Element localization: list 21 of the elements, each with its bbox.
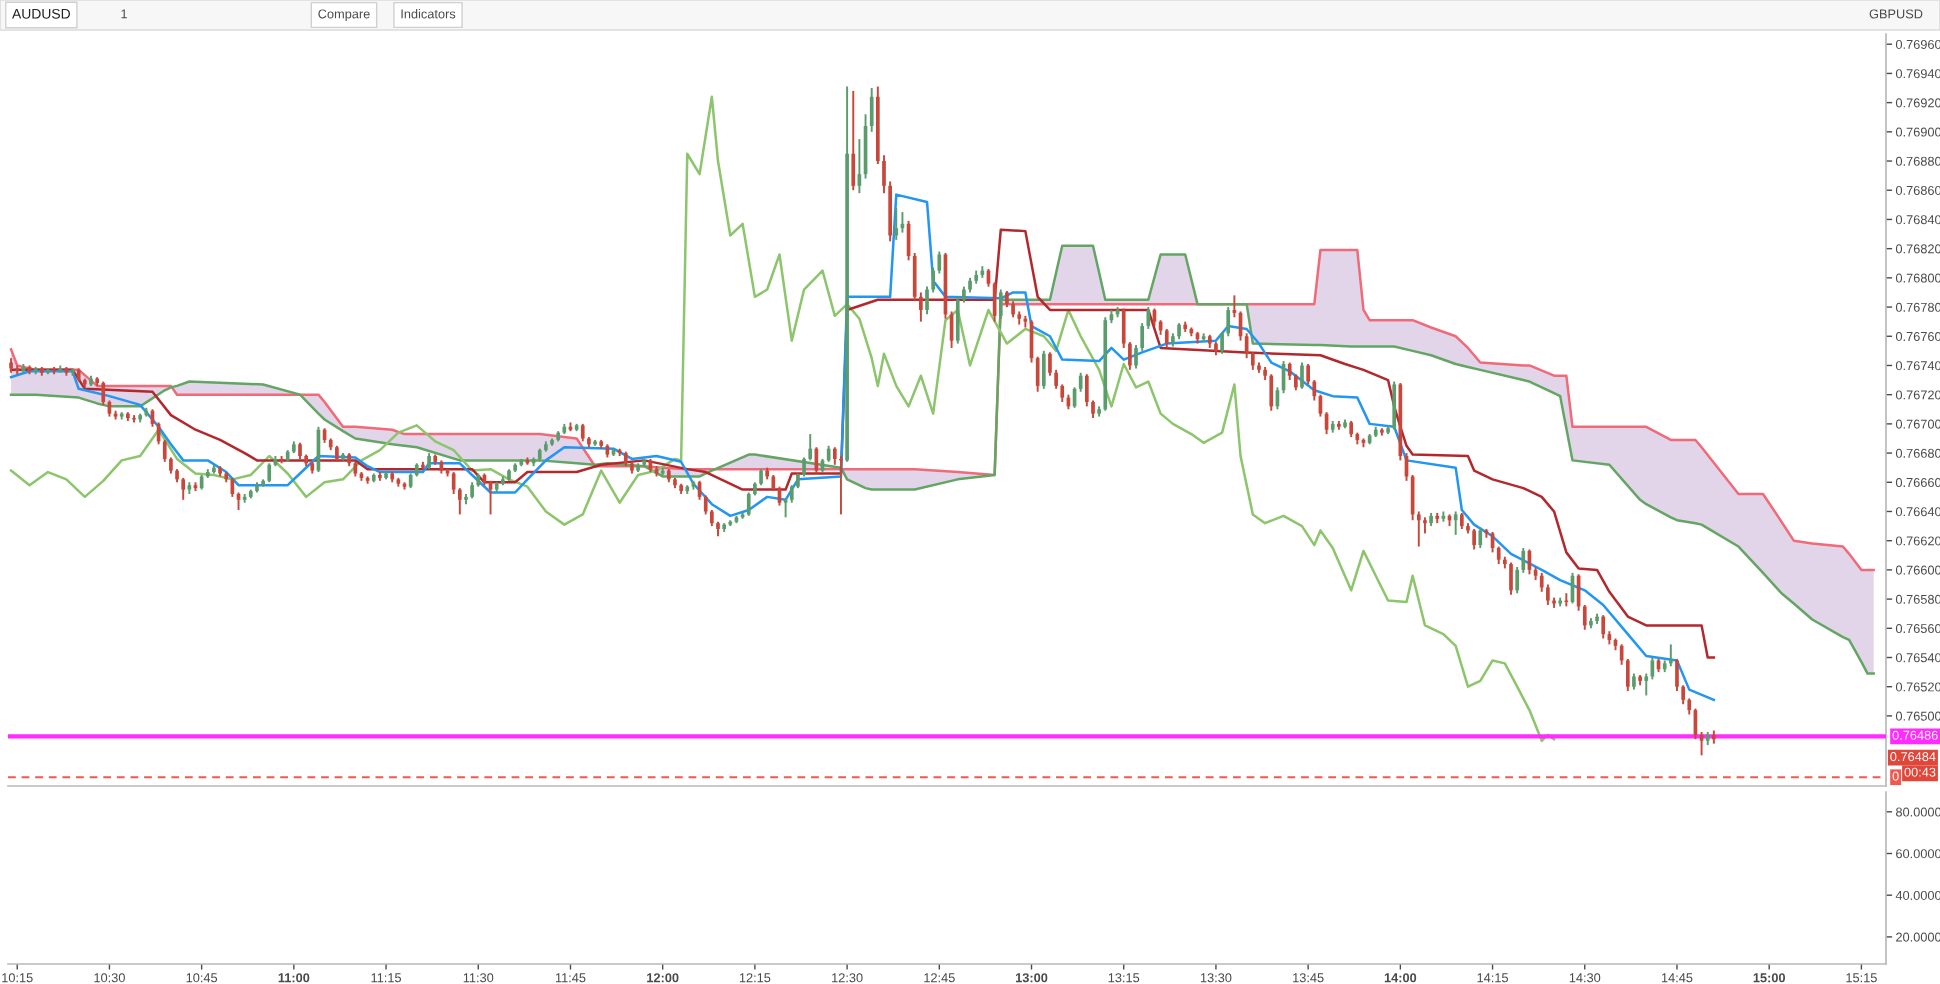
- candlestick: [955, 295, 960, 345]
- candlestick: [181, 476, 186, 501]
- candlestick: [1392, 380, 1397, 431]
- candlestick: [1041, 349, 1046, 390]
- candlestick: [1478, 526, 1483, 549]
- candlestick: [1164, 327, 1169, 349]
- candlestick: [1300, 361, 1304, 390]
- candlestick: [1509, 561, 1513, 596]
- line-series: [9, 248, 1875, 572]
- candlestick: [1035, 355, 1040, 393]
- candlestick: [1601, 614, 1606, 640]
- candlestick: [851, 89, 856, 192]
- candlestick: [998, 288, 1003, 320]
- line-series: [9, 193, 1716, 702]
- candlestick: [1269, 373, 1274, 412]
- candlestick: [1668, 643, 1673, 668]
- candlestick: [267, 462, 272, 484]
- candlestick: [1453, 510, 1458, 536]
- candlestick: [894, 206, 899, 241]
- candlestick: [1472, 528, 1476, 551]
- line-series: [9, 95, 1556, 742]
